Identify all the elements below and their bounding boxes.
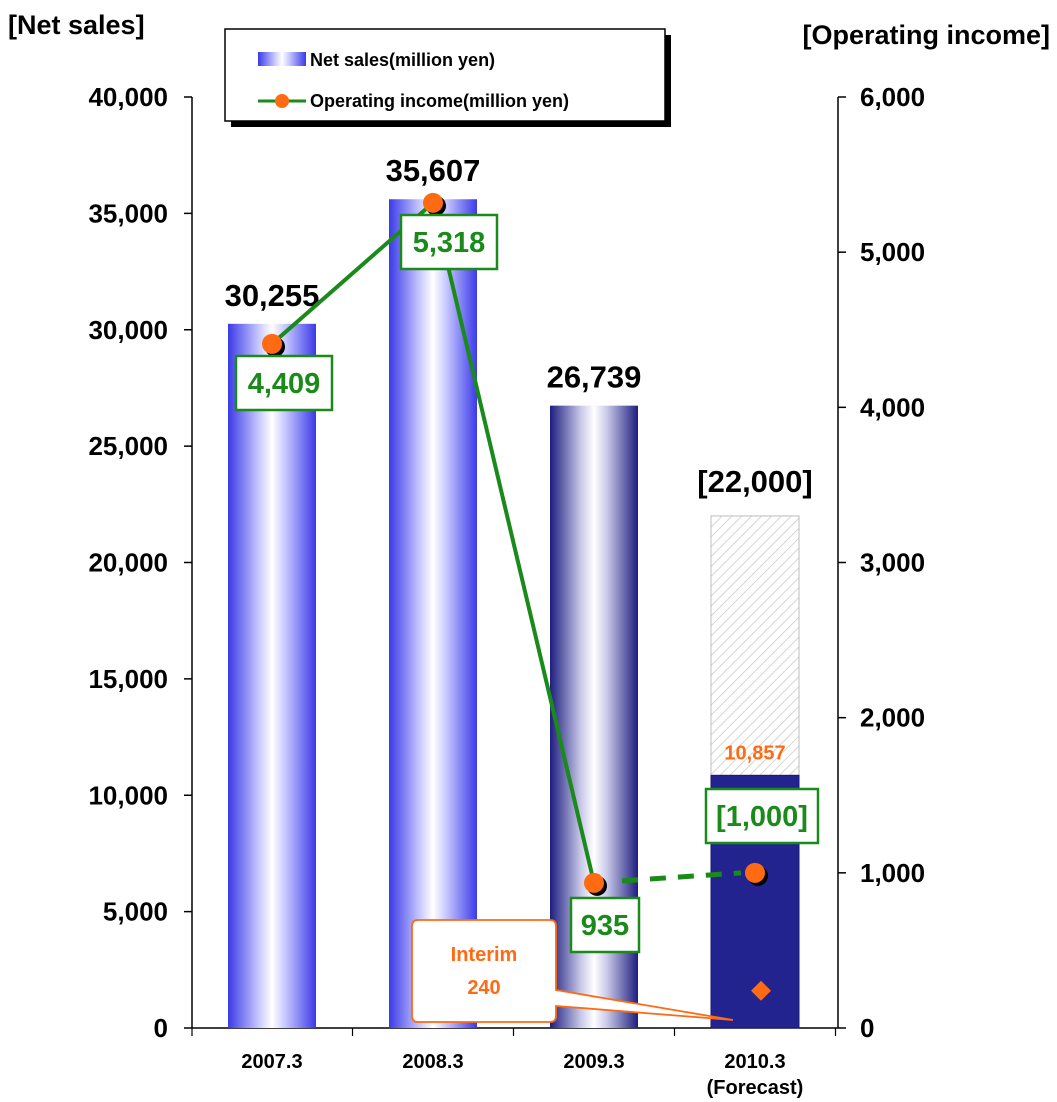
left-tick-label: 30,000: [88, 315, 168, 345]
right-tick-label: 3,000: [860, 548, 925, 578]
right-tick-label: 1,000: [860, 858, 925, 888]
left-tick-label: 15,000: [88, 664, 168, 694]
operating-income-label: 5,318: [413, 227, 486, 259]
right-tick-label: 0: [860, 1013, 874, 1043]
operating-income-point: [745, 863, 765, 883]
left-tick-label: 0: [154, 1013, 168, 1043]
category-label: 2010.3: [724, 1051, 785, 1073]
left-tick-label: 35,000: [88, 198, 168, 228]
net-sales-bar-label: 10,857: [724, 742, 785, 764]
right-tick-label: 4,000: [860, 392, 925, 422]
net-sales-bar: [389, 199, 477, 1028]
operating-income-point: [423, 193, 443, 213]
left-tick-label: 10,000: [88, 780, 168, 810]
left-tick-label: 25,000: [88, 431, 168, 461]
right-tick-label: 6,000: [860, 82, 925, 112]
right-tick-label: 5,000: [860, 237, 925, 267]
legend-oi-marker: [275, 94, 289, 108]
operating-income-lines: [272, 203, 741, 883]
net-sales-bar-label: 35,607: [386, 153, 481, 188]
category-label: 2007.3: [241, 1051, 302, 1073]
left-axis-title: [Net sales]: [8, 10, 145, 40]
left-tick-label: 40,000: [88, 82, 168, 112]
legend: Net sales(million yen) Operating income(…: [225, 29, 671, 127]
callout-line-1: Interim: [451, 944, 518, 966]
operating-income-label: 4,409: [248, 368, 321, 400]
legend-net-sales-label: Net sales(million yen): [310, 50, 495, 70]
category-label: 2008.3: [402, 1051, 463, 1073]
left-tick-label: 20,000: [88, 548, 168, 578]
right-axis-ticks: 0 1,000 2,000 3,000 4,000 5,000 6,000: [838, 82, 925, 1043]
net-sales-forecast-label: [22,000]: [697, 464, 812, 499]
net-sales-bar-label: 26,739: [547, 360, 642, 395]
legend-oi-label: Operating income(million yen): [310, 91, 569, 111]
operating-income-point: [584, 873, 604, 893]
operating-income-label: 935: [581, 910, 629, 942]
net-sales-bar: [228, 324, 316, 1028]
category-sublabel: (Forecast): [707, 1077, 804, 1099]
legend-net-sales-swatch: [258, 52, 306, 66]
category-label: 2009.3: [563, 1051, 624, 1073]
left-axis-ticks: 0 5,000 10,000 15,000 20,000 25,000 30,000 35,0…: [88, 82, 192, 1043]
right-tick-label: 2,000: [860, 703, 925, 733]
left-tick-label: 5,000: [103, 897, 168, 927]
operating-income-label: [1,000]: [716, 801, 808, 833]
category-labels: 2007.3 2008.3 2009.3 2010.3 (Forecast): [192, 1028, 836, 1099]
operating-income-point: [262, 334, 282, 354]
right-axis-title: [Operating income]: [802, 20, 1050, 50]
callout-line-2: 240: [467, 977, 500, 999]
net-sales-bar-label: 30,255: [225, 278, 320, 313]
